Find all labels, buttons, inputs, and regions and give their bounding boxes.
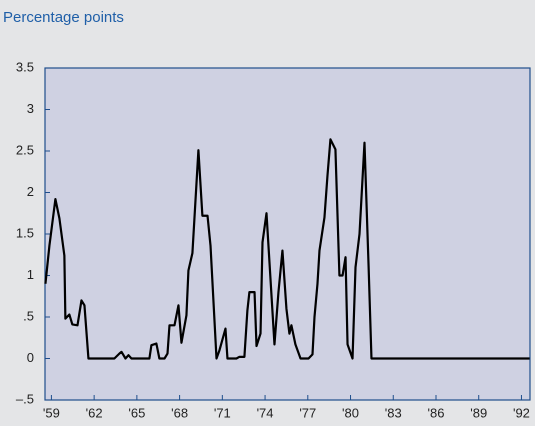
x-tick-label: '68 bbox=[171, 405, 188, 420]
x-tick-label: '83 bbox=[385, 405, 402, 420]
x-tick-label: '77 bbox=[299, 405, 316, 420]
plot-area bbox=[44, 67, 531, 401]
y-tick-label: 0 bbox=[27, 350, 34, 365]
x-tick-label: '59 bbox=[43, 405, 60, 420]
y-tick-label: 2.5 bbox=[16, 142, 34, 157]
x-tick-label: '89 bbox=[470, 405, 487, 420]
x-tick-label: '92 bbox=[513, 405, 530, 420]
x-tick-label: '62 bbox=[86, 405, 103, 420]
line bbox=[44, 138, 530, 360]
y-tick-label: –.5 bbox=[16, 391, 34, 406]
x-tick-label: '65 bbox=[128, 405, 145, 420]
x-tick-label: '71 bbox=[214, 405, 231, 420]
y-tick-label: 1 bbox=[27, 267, 34, 282]
x-tick-label: '74 bbox=[257, 405, 274, 420]
chart-title: Percentage points bbox=[3, 9, 124, 26]
y-tick-label: 3.5 bbox=[16, 59, 34, 74]
y-tick-label: 3 bbox=[27, 101, 34, 116]
y-tick-label: .5 bbox=[23, 308, 34, 323]
y-tick-label: 1.5 bbox=[16, 225, 34, 240]
x-tick-label: '86 bbox=[428, 405, 445, 420]
y-tick-label: 2 bbox=[27, 184, 34, 199]
x-tick-label: '80 bbox=[342, 405, 359, 420]
